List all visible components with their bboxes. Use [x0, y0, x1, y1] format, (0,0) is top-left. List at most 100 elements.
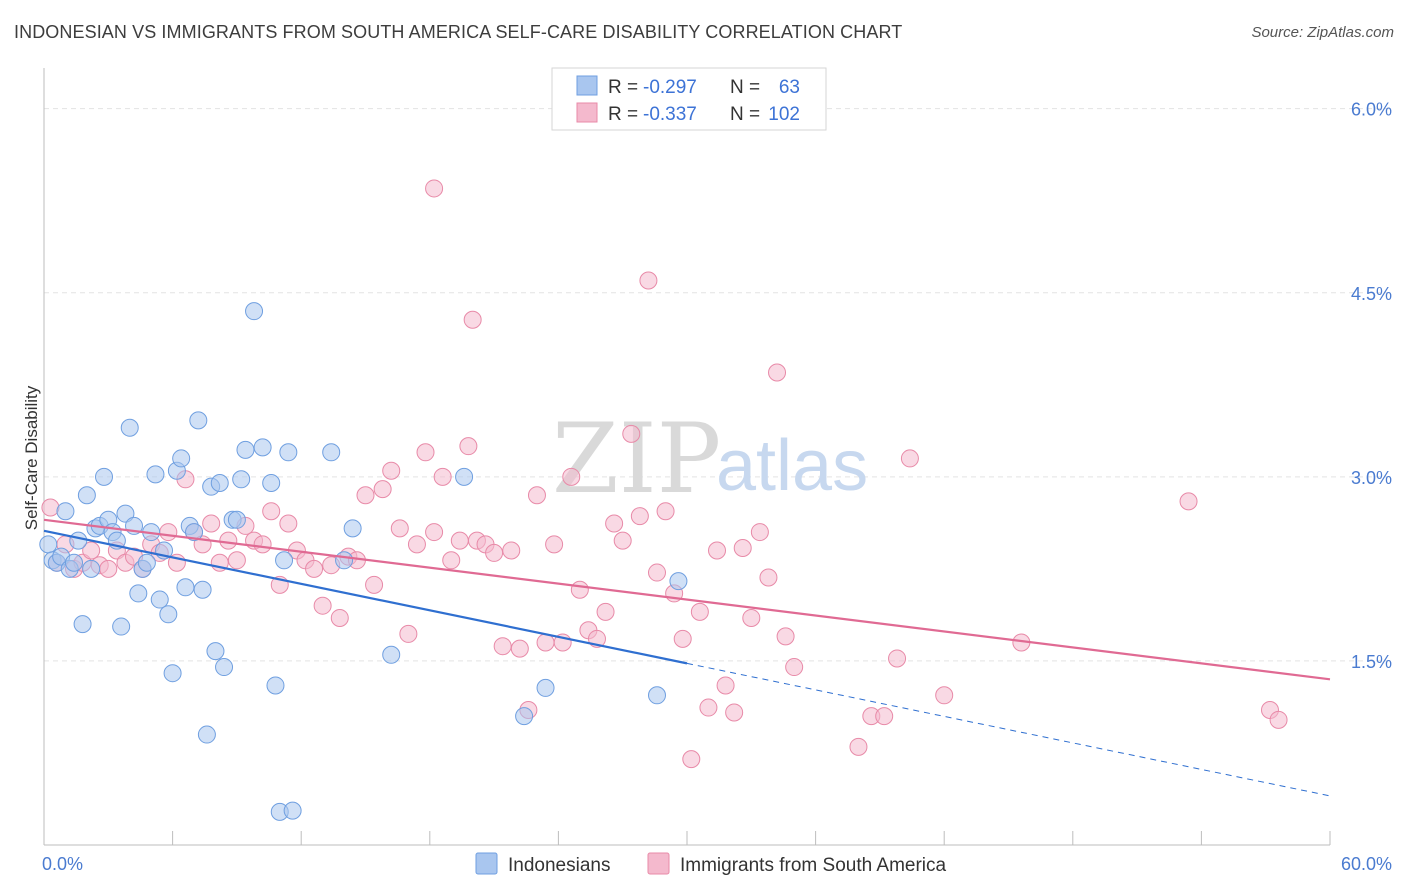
legend-n-label-0: N = [730, 77, 760, 98]
point-indonesians-21 [129, 584, 148, 603]
point-indonesians-43 [227, 510, 246, 529]
point-immigrants-97 [1179, 492, 1198, 511]
series-immigrants-points [41, 179, 1288, 769]
point-indonesians-28 [159, 605, 178, 624]
bottom-legend-swatch-immigrants [647, 852, 670, 875]
point-immigrants-94 [900, 449, 919, 468]
point-immigrants-48 [450, 531, 469, 550]
point-immigrants-53 [493, 637, 512, 656]
point-indonesians-19 [120, 418, 139, 437]
legend-swatch-pink [576, 102, 598, 123]
point-indonesians-52 [279, 443, 298, 462]
trend-lines [43, 518, 1331, 797]
point-indonesians-62 [669, 572, 688, 591]
point-immigrants-45 [425, 523, 444, 542]
point-immigrants-52 [485, 543, 504, 562]
point-indonesians-4 [56, 502, 75, 521]
point-indonesians-17 [112, 617, 131, 636]
point-immigrants-55 [510, 639, 529, 658]
x-tick-label-0: 0.0% [42, 854, 83, 874]
y-tick-label-1: 3.0% [1351, 468, 1392, 488]
point-immigrants-57 [527, 486, 546, 505]
point-immigrants-21 [219, 531, 238, 550]
point-immigrants-68 [622, 424, 641, 443]
trend-indonesians [43, 529, 688, 665]
point-indonesians-10 [82, 559, 101, 578]
point-immigrants-79 [716, 676, 735, 695]
point-immigrants-26 [262, 502, 281, 521]
point-immigrants-43 [407, 535, 426, 554]
point-immigrants-7 [99, 559, 118, 578]
grid-lines [44, 108, 1392, 662]
point-immigrants-74 [673, 629, 692, 648]
trend-immigrants [43, 518, 1331, 681]
point-immigrants-76 [690, 602, 709, 621]
point-indonesians-44 [232, 470, 251, 489]
point-immigrants-37 [356, 486, 375, 505]
point-indonesians-36 [193, 580, 212, 599]
point-indonesians-29 [163, 664, 182, 683]
legend-n-label-1: N = [730, 104, 760, 125]
point-indonesians-40 [210, 473, 229, 492]
legend-frame [551, 67, 827, 131]
point-indonesians-9 [77, 486, 96, 505]
point-immigrants-72 [656, 502, 675, 521]
point-immigrants-25 [253, 535, 272, 554]
point-immigrants-80 [725, 703, 744, 722]
tick-labels: 1.5% 3.0% 4.5% 6.0% 0.0% 60.0% [42, 100, 1392, 874]
watermark: ZIP atlas [552, 403, 868, 515]
legend-box: R = -0.297 N = 63 R = -0.337 N = 102 [551, 67, 827, 131]
point-immigrants-78 [708, 541, 727, 560]
point-immigrants-14 [159, 523, 178, 542]
point-immigrants-70 [639, 271, 658, 290]
point-immigrants-65 [596, 602, 615, 621]
legend-r-value-1: -0.337 [643, 104, 697, 125]
legend-r-value-0: -0.297 [643, 77, 697, 98]
point-immigrants-61 [562, 467, 581, 486]
point-immigrants-77 [699, 698, 718, 717]
legend-r-label-1: R = [608, 104, 638, 125]
point-indonesians-48 [262, 473, 281, 492]
watermark-zip: ZIP [552, 403, 721, 515]
bottom-legend: Indonesians Immigrants from South Americ… [475, 852, 947, 876]
point-indonesians-56 [343, 519, 362, 538]
point-immigrants-38 [365, 575, 384, 594]
point-immigrants-88 [425, 179, 444, 198]
point-indonesians-23 [137, 553, 156, 572]
point-immigrants-54 [502, 541, 521, 560]
watermark-atlas: atlas [716, 426, 868, 506]
point-indonesians-0 [39, 535, 58, 554]
point-indonesians-26 [150, 590, 169, 609]
point-indonesians-34 [185, 523, 204, 542]
point-indonesians-25 [146, 465, 165, 484]
point-immigrants-28 [279, 514, 298, 533]
legend-n-value-0: 63 [779, 77, 800, 98]
point-immigrants-99 [1269, 710, 1288, 729]
point-immigrants-62 [570, 580, 589, 599]
point-immigrants-86 [776, 627, 795, 646]
point-immigrants-41 [390, 519, 409, 538]
point-immigrants-89 [463, 310, 482, 329]
axes [43, 68, 1331, 846]
point-indonesians-31 [172, 449, 191, 468]
point-indonesians-41 [215, 658, 234, 677]
point-indonesians-37 [197, 725, 216, 744]
point-indonesians-18 [116, 504, 135, 523]
point-immigrants-81 [733, 539, 752, 558]
point-indonesians-39 [206, 642, 225, 661]
legend-r-label-0: R = [608, 77, 638, 98]
point-immigrants-83 [750, 523, 769, 542]
point-indonesians-53 [283, 801, 302, 820]
point-indonesians-45 [236, 440, 255, 459]
point-indonesians-6 [65, 553, 84, 572]
point-immigrants-40 [382, 461, 401, 480]
point-indonesians-46 [245, 302, 264, 321]
point-indonesians-47 [253, 438, 272, 457]
chart-title: INDONESIAN VS IMMIGRANTS FROM SOUTH AMER… [14, 22, 903, 42]
point-immigrants-92 [875, 707, 894, 726]
point-indonesians-49 [266, 676, 285, 695]
bottom-legend-indonesians: Indonesians [508, 855, 610, 876]
point-indonesians-55 [335, 551, 354, 570]
point-immigrants-47 [442, 551, 461, 570]
